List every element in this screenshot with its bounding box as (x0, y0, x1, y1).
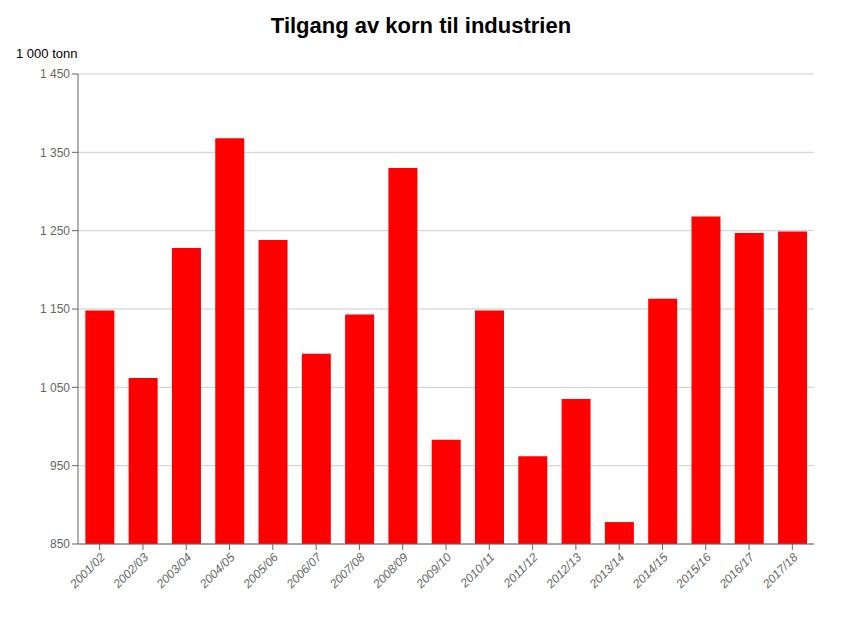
svg-text:2001/02: 2001/02 (67, 550, 109, 592)
svg-text:1 350: 1 350 (40, 146, 70, 160)
svg-text:2010/11: 2010/11 (457, 550, 498, 591)
svg-text:850: 850 (50, 537, 70, 551)
svg-text:1 250: 1 250 (40, 224, 70, 238)
html-text:Tilgang av korn til industrien: Tilgang av korn til industrien (270, 13, 572, 38)
svg-text:2006/07: 2006/07 (283, 549, 325, 591)
svg-text:2015/16: 2015/16 (673, 550, 715, 592)
svg-text:2014/15: 2014/15 (629, 550, 671, 592)
svg-text:2016/17: 2016/17 (716, 549, 758, 591)
svg-text:1 450: 1 450 (40, 67, 70, 81)
svg-text:2012/13: 2012/13 (543, 550, 585, 592)
svg-text:1 050: 1 050 (40, 381, 70, 395)
svg-text:2003/04: 2003/04 (153, 550, 195, 592)
svg-text:2007/08: 2007/08 (326, 550, 368, 592)
svg-text:2004/05: 2004/05 (196, 550, 238, 592)
svg-text:2002/03: 2002/03 (110, 550, 152, 592)
svg-text:2005/06: 2005/06 (240, 550, 282, 592)
svg-text:950: 950 (50, 459, 70, 473)
svg-text:2011/12: 2011/12 (500, 550, 541, 591)
svg-text:2009/10: 2009/10 (413, 550, 455, 592)
svg-text:2017/18: 2017/18 (759, 550, 801, 592)
svg-text:2008/09: 2008/09 (370, 550, 412, 592)
svg-text:2013/14: 2013/14 (586, 550, 628, 592)
html-text:1 000 tonn: 1 000 tonn (16, 46, 78, 61)
svg-text:1 150: 1 150 (40, 302, 70, 316)
